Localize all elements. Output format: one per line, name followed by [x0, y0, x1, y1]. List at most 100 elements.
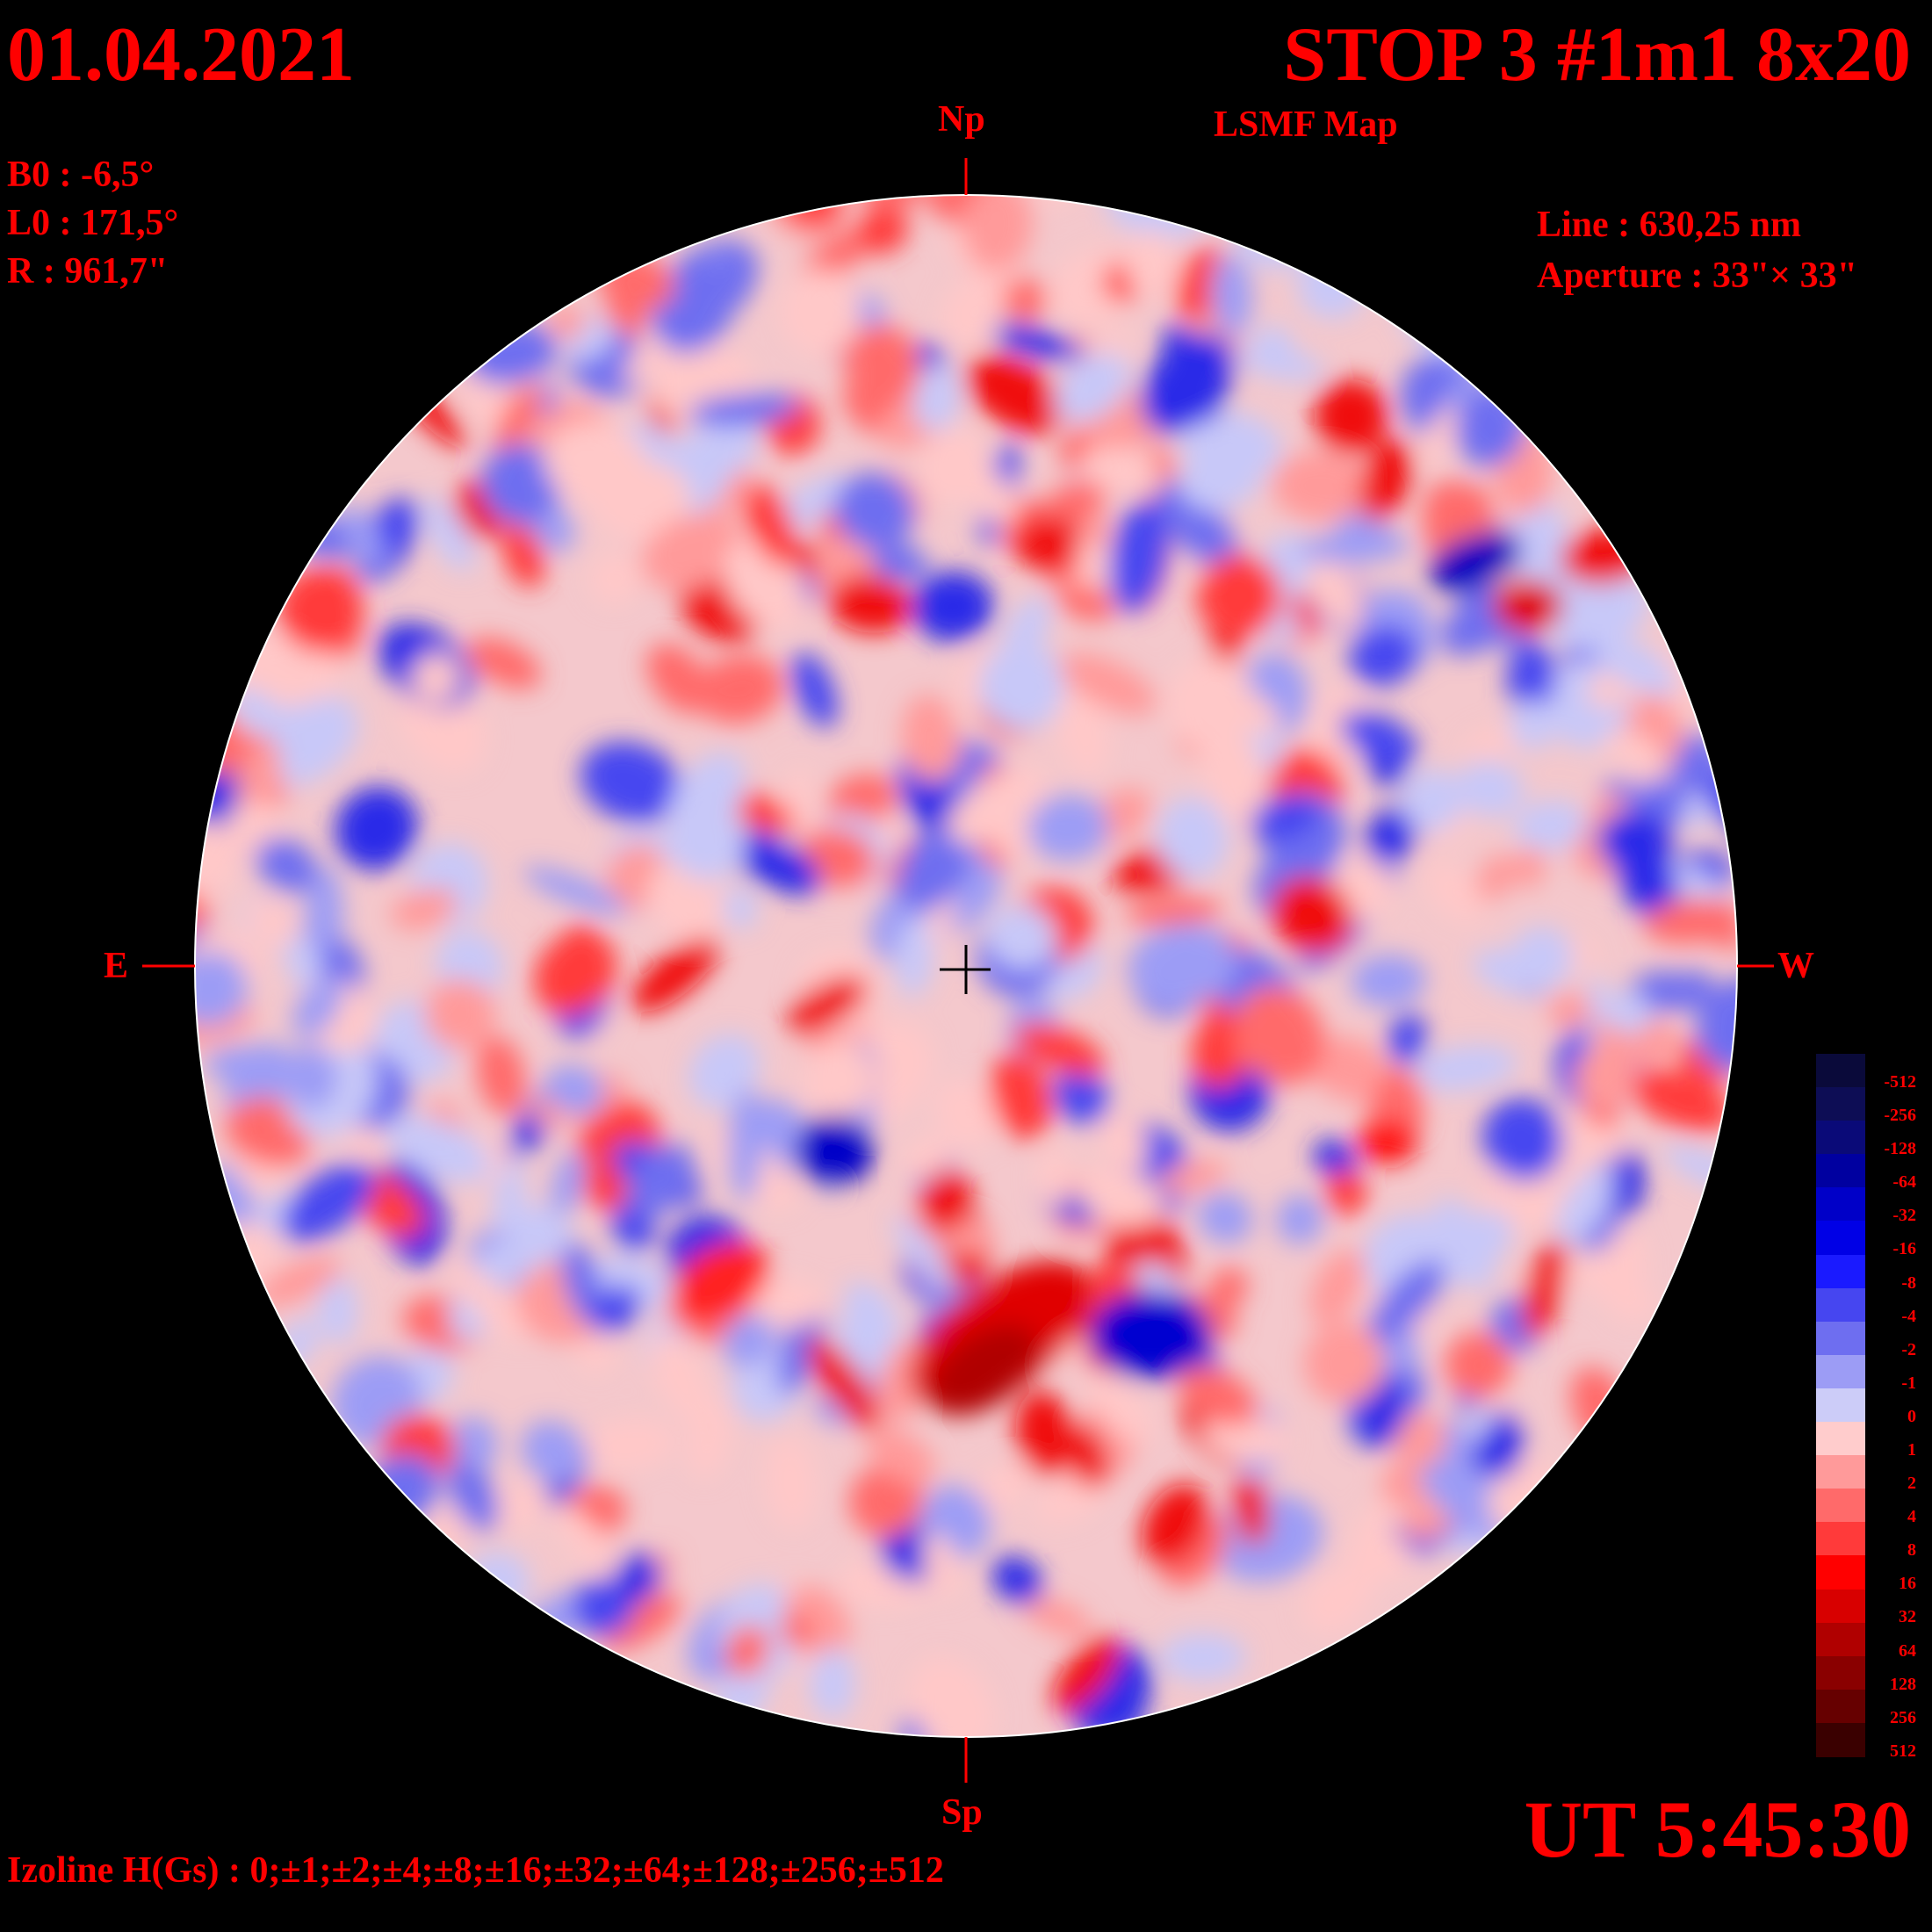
field-patch [248, 898, 294, 947]
field-patch [947, 768, 1047, 843]
color-scale-label: 8 [1907, 1540, 1916, 1561]
field-patch [1001, 277, 1047, 322]
field-patch [1013, 1022, 1106, 1076]
field-patch [1157, 1160, 1227, 1194]
param-b0: B0 : -6,5° [7, 155, 155, 195]
field-patch [984, 322, 1085, 362]
field-patch [492, 1481, 549, 1528]
field-patch [856, 207, 908, 255]
field-patch [278, 567, 364, 653]
field-patch [1141, 1483, 1208, 1565]
field-patch [833, 472, 915, 550]
field-patch [447, 1460, 499, 1532]
field-patch [923, 1532, 959, 1597]
field-patch [728, 829, 821, 895]
field-patch [1555, 1166, 1614, 1244]
field-patch [1522, 1238, 1567, 1339]
color-scale-label: -256 [1884, 1106, 1916, 1126]
field-region [929, 1324, 1038, 1416]
field-patch [236, 744, 283, 821]
field-patch [335, 786, 418, 870]
color-scale-label: 1 [1907, 1440, 1916, 1460]
field-patch [978, 642, 1065, 731]
field-patch [723, 887, 758, 929]
color-scale-label: 2 [1907, 1474, 1916, 1494]
color-scale-label: 64 [1899, 1640, 1916, 1661]
field-patch [1313, 1139, 1358, 1179]
field-patch [466, 637, 542, 689]
field-patch [1412, 1044, 1518, 1092]
field-patch [345, 1126, 385, 1164]
color-scale-segment [1816, 1522, 1865, 1557]
field-patch [641, 514, 742, 591]
color-scale-segment [1816, 1655, 1865, 1690]
field-patch [828, 773, 898, 827]
field-patch [545, 1064, 604, 1115]
field-patch [646, 643, 710, 714]
field-patch [1087, 1369, 1154, 1445]
color-scale-segment [1816, 1622, 1865, 1657]
field-patch [744, 484, 797, 566]
field-patch [292, 978, 342, 1038]
field-patch [990, 1052, 1052, 1140]
field-patch [423, 496, 475, 572]
field-patch [553, 1504, 624, 1582]
field-patch [688, 1397, 730, 1479]
color-scale-segment [1816, 1354, 1865, 1389]
field-patch [991, 1555, 1043, 1604]
field-patch [601, 1593, 681, 1651]
field-patch [551, 1150, 587, 1216]
field-patch [1422, 405, 1461, 465]
field-patch [1445, 1331, 1512, 1399]
field-patch [1607, 1280, 1654, 1322]
color-scale-label: 16 [1899, 1574, 1916, 1594]
field-patch [941, 278, 1004, 347]
field-patch [827, 574, 912, 634]
param-l0: L0 : 171,5° [7, 203, 179, 243]
field-patch [1351, 954, 1427, 1007]
field-patch [844, 1281, 899, 1345]
field-patch [612, 1553, 660, 1604]
field-patch [1455, 761, 1524, 817]
field-patch [1325, 1170, 1367, 1215]
field-patch [920, 427, 987, 504]
field-patch [1052, 1635, 1121, 1713]
field-patch [1671, 898, 1737, 949]
field-patch [1124, 897, 1223, 926]
field-patch [1077, 1166, 1163, 1227]
field-patch [1078, 447, 1162, 496]
field-patch [580, 741, 682, 824]
field-patch [750, 1278, 826, 1326]
color-scale-segment [1816, 1287, 1865, 1323]
field-patch [521, 1420, 586, 1483]
field-patch [766, 1437, 817, 1529]
field-region [795, 1115, 874, 1186]
field-patch [866, 1427, 936, 1484]
field-patch [845, 324, 918, 395]
field-patch [588, 1285, 642, 1333]
field-patch [1481, 1098, 1564, 1181]
color-scale-label: -8 [1901, 1272, 1916, 1293]
field-patch [1393, 1411, 1446, 1467]
field-patch [1068, 1424, 1109, 1489]
color-scale-label: 128 [1890, 1674, 1916, 1694]
field-patch [502, 523, 544, 588]
field-patch [1197, 1192, 1253, 1244]
color-scale-segment [1816, 1388, 1865, 1424]
izoline-legend: Izoline H(Gs) : 0;±1;±2;±4;±8;±16;±32;±6… [7, 1850, 944, 1891]
field-patch [1128, 923, 1237, 1007]
field-patch [476, 1035, 526, 1116]
field-patch [728, 1087, 762, 1202]
map-subtitle: LSMF Map [1214, 105, 1398, 145]
field-patch [724, 790, 796, 833]
field-patch [1367, 1259, 1445, 1344]
field-patch [897, 824, 971, 912]
field-patch [1514, 847, 1546, 889]
field-patch [1272, 451, 1370, 522]
field-patch [1514, 536, 1572, 589]
param-line: Line : 630,25 nm [1537, 205, 1802, 245]
field-patch [965, 355, 1065, 434]
field-region [1089, 1291, 1212, 1379]
field-patch [1367, 1535, 1412, 1578]
east-label: E [104, 946, 129, 986]
